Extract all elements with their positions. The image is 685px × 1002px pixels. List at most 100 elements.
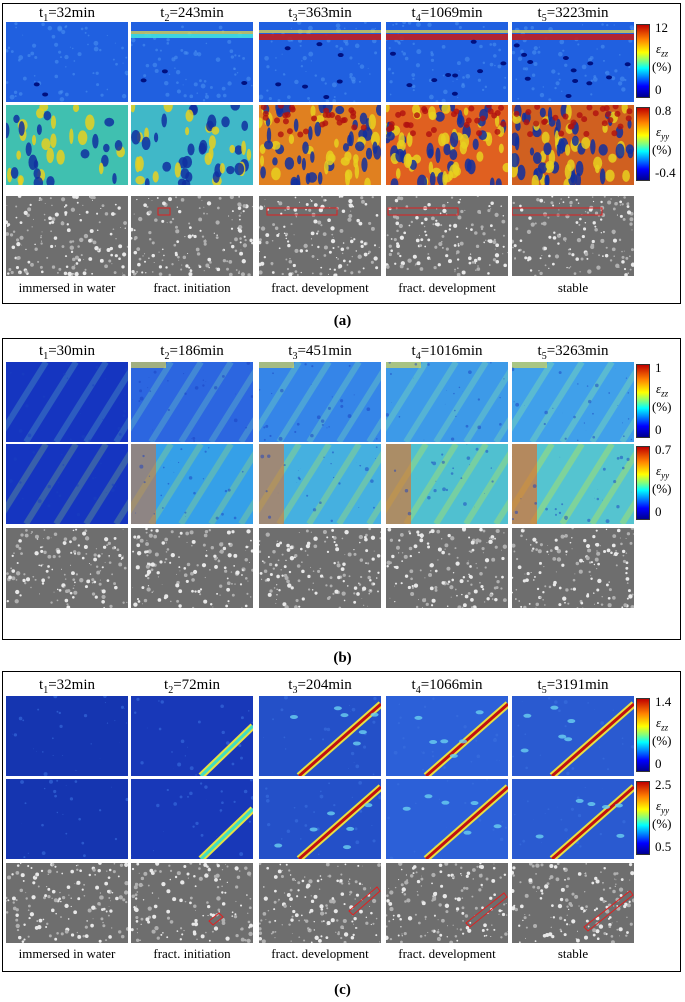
time-symbol: t	[39, 5, 44, 21]
time-symbol: t	[164, 677, 169, 693]
ezz-map-image	[386, 696, 508, 776]
unit-label: (%)	[652, 733, 672, 748]
ezz-map-image	[512, 22, 634, 102]
ezz-map-image	[131, 362, 253, 442]
time-label: t3=204min	[259, 677, 381, 696]
time-index: 1	[43, 685, 49, 696]
strain-symbol: εyy	[656, 463, 669, 481]
colorbar-yy	[636, 107, 650, 181]
eyy-map-image	[6, 444, 128, 524]
colorbar-max-label: 12	[655, 20, 668, 35]
grey-map-image	[131, 196, 253, 276]
time-value: =32min	[48, 5, 95, 21]
time-label: t4=1066min	[386, 677, 508, 696]
strain-component: yy	[661, 470, 670, 481]
stage-caption: immersed in water	[18, 280, 116, 295]
eyy-map-image	[131, 779, 253, 859]
time-index: 3	[292, 351, 298, 362]
time-label: t4=1069min	[386, 5, 508, 24]
epsilon: ε	[656, 715, 662, 730]
stage-caption: immersed in water	[18, 946, 116, 961]
time-value: =451min	[297, 343, 352, 359]
colorbar-min-label: -0.4	[655, 165, 676, 180]
colorbar-min-label: 0	[655, 82, 662, 97]
stage-caption: fract. development	[398, 280, 496, 295]
time-symbol: t	[39, 677, 44, 693]
eyy-map-image	[131, 105, 253, 185]
colorbar-min-label: 0	[655, 756, 662, 771]
ezz-map-image	[6, 696, 128, 776]
time-index: 2	[168, 685, 174, 696]
ezz-map-image	[259, 696, 381, 776]
ezz-map-image	[6, 22, 128, 102]
time-value: =243min	[169, 5, 224, 21]
eyy-map-image	[6, 779, 128, 859]
eyy-map-image	[512, 105, 634, 185]
time-value: =3223min	[546, 5, 609, 21]
colorbar-max-label: 1.4	[655, 694, 672, 709]
time-index: 5	[541, 351, 547, 362]
time-value: =204min	[297, 677, 352, 693]
time-label: t1=32min	[6, 5, 128, 24]
time-index: 5	[541, 13, 547, 24]
colorbar-zz	[636, 698, 650, 772]
strain-symbol: εzz	[656, 715, 668, 733]
unit-label: (%)	[652, 59, 672, 74]
time-label: t2=186min	[131, 343, 253, 362]
time-symbol: t	[160, 343, 165, 359]
epsilon: ε	[656, 124, 662, 139]
time-index: 3	[292, 13, 298, 24]
time-value: =363min	[297, 5, 352, 21]
grey-map-image	[259, 863, 381, 943]
grey-map-image	[512, 528, 634, 608]
eyy-map-image	[512, 444, 634, 524]
eyy-map-image	[386, 779, 508, 859]
time-symbol: t	[411, 677, 416, 693]
unit-label: (%)	[652, 399, 672, 414]
stage-caption: fract. initiation	[153, 946, 231, 961]
strain-symbol: εzz	[656, 41, 668, 59]
ezz-map-image	[259, 362, 381, 442]
time-index: 3	[292, 685, 298, 696]
time-label: t1=32min	[6, 677, 128, 696]
time-index: 2	[164, 13, 170, 24]
time-value: =3263min	[546, 343, 609, 359]
time-symbol: t	[411, 5, 416, 21]
time-symbol: t	[537, 677, 542, 693]
strain-component: zz	[661, 722, 669, 733]
time-symbol: t	[288, 343, 293, 359]
strain-component: yy	[661, 805, 670, 816]
time-symbol: t	[537, 5, 542, 21]
time-label: t3=363min	[259, 5, 381, 24]
grey-map-image	[512, 863, 634, 943]
time-symbol: t	[537, 343, 542, 359]
time-label: t3=451min	[259, 343, 381, 362]
time-value: =1066min	[420, 677, 483, 693]
epsilon: ε	[656, 41, 662, 56]
time-label: t1=30min	[6, 343, 128, 362]
panel-b	[2, 338, 681, 640]
grey-map-image	[131, 863, 253, 943]
epsilon: ε	[656, 463, 662, 478]
strain-symbol: εyy	[656, 124, 669, 142]
time-index: 4	[415, 351, 421, 362]
time-symbol: t	[288, 5, 293, 21]
time-index: 4	[415, 685, 421, 696]
grey-map-image	[512, 196, 634, 276]
colorbar-min-label: 0	[655, 422, 662, 437]
colorbar-max-label: 0.8	[655, 103, 672, 118]
epsilon: ε	[656, 381, 662, 396]
grey-map-image	[259, 196, 381, 276]
ezz-map-image	[512, 696, 634, 776]
unit-label: (%)	[652, 142, 672, 157]
colorbar-zz	[636, 24, 650, 98]
strain-component: zz	[661, 388, 669, 399]
time-index: 2	[164, 351, 170, 362]
unit-label: (%)	[652, 816, 672, 831]
time-label: t5=3223min	[512, 5, 634, 24]
unit-label: (%)	[652, 481, 672, 496]
time-index: 4	[415, 13, 421, 24]
time-label: t2=72min	[131, 677, 253, 696]
panel-letter: (b)	[333, 650, 352, 666]
colorbar-min-label: 0	[655, 504, 662, 519]
